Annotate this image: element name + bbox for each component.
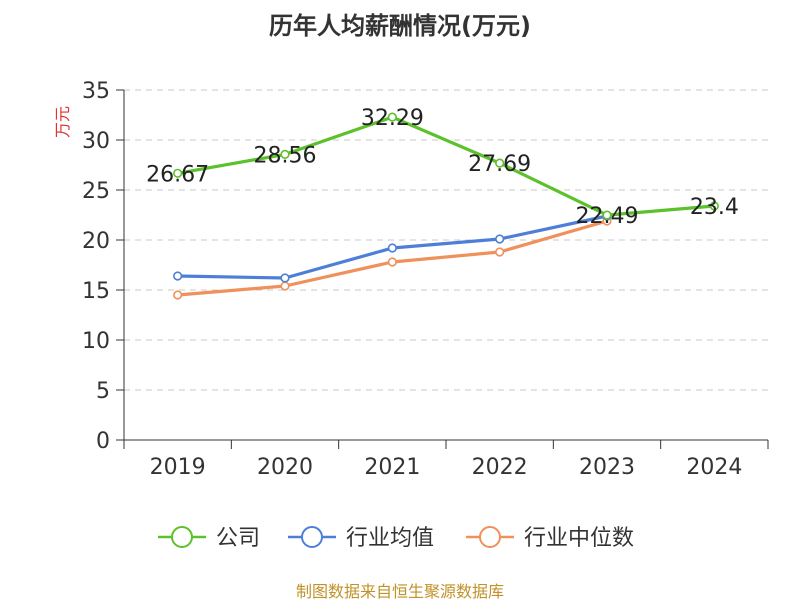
y-tick-label: 10 [82, 329, 110, 354]
data-label: 22.49 [576, 204, 639, 229]
series-lines [173, 112, 719, 300]
data-point [387, 112, 397, 122]
grid-lines [124, 89, 768, 391]
chart-title: 历年人均薪酬情况(万元) [269, 12, 531, 40]
data-point [280, 273, 290, 283]
legend: 公司 行业均值 行业中位数 [158, 526, 634, 551]
data-point [173, 168, 183, 178]
source-note: 制图数据来自恒生聚源数据库 [295, 582, 504, 601]
x-tick-label: 2024 [686, 455, 742, 480]
data-point [280, 149, 290, 159]
data-label: 32.29 [361, 106, 424, 131]
series-line [177, 115, 715, 217]
data-labels: 26.67 28.56 32.29 27.69 22.49 23.4 [146, 106, 739, 229]
x-tick-label: 2019 [150, 455, 206, 480]
legend-label: 行业均值 [346, 526, 434, 551]
x-tick-label: 2022 [472, 455, 528, 480]
y-tick-label: 35 [82, 79, 110, 104]
data-label: 23.4 [690, 195, 739, 220]
legend-label: 公司 [216, 526, 260, 551]
y-tick-label: 0 [96, 429, 110, 454]
legend-marker [301, 526, 323, 548]
data-point [387, 257, 397, 267]
x-tick-label: 2023 [579, 455, 635, 480]
data-point [387, 243, 397, 253]
y-tick-label: 5 [96, 379, 110, 404]
legend-label: 行业中位数 [524, 526, 634, 551]
y-tick-label: 15 [82, 279, 110, 304]
y-axis-unit-label: 万元 [53, 106, 72, 138]
data-point [709, 201, 719, 211]
data-point [173, 271, 183, 281]
data-label: 27.69 [468, 152, 531, 177]
data-point [602, 210, 612, 220]
y-tick-label: 30 [82, 129, 110, 154]
data-point [280, 281, 290, 291]
data-point [173, 290, 183, 300]
x-tick-label: 2020 [257, 455, 313, 480]
data-point [495, 247, 505, 257]
data-point [495, 234, 505, 244]
axes: 0 5 10 15 20 25 30 35 2019 2020 2021 2022 2023 2024 [82, 79, 769, 480]
x-tick-label: 2021 [364, 455, 420, 480]
data-label: 28.56 [254, 143, 317, 168]
legend-marker [171, 526, 193, 548]
data-point [495, 158, 505, 168]
y-tick-label: 25 [82, 179, 110, 204]
legend-marker [479, 526, 501, 548]
y-tick-label: 20 [82, 229, 110, 254]
data-label: 26.67 [146, 162, 209, 187]
